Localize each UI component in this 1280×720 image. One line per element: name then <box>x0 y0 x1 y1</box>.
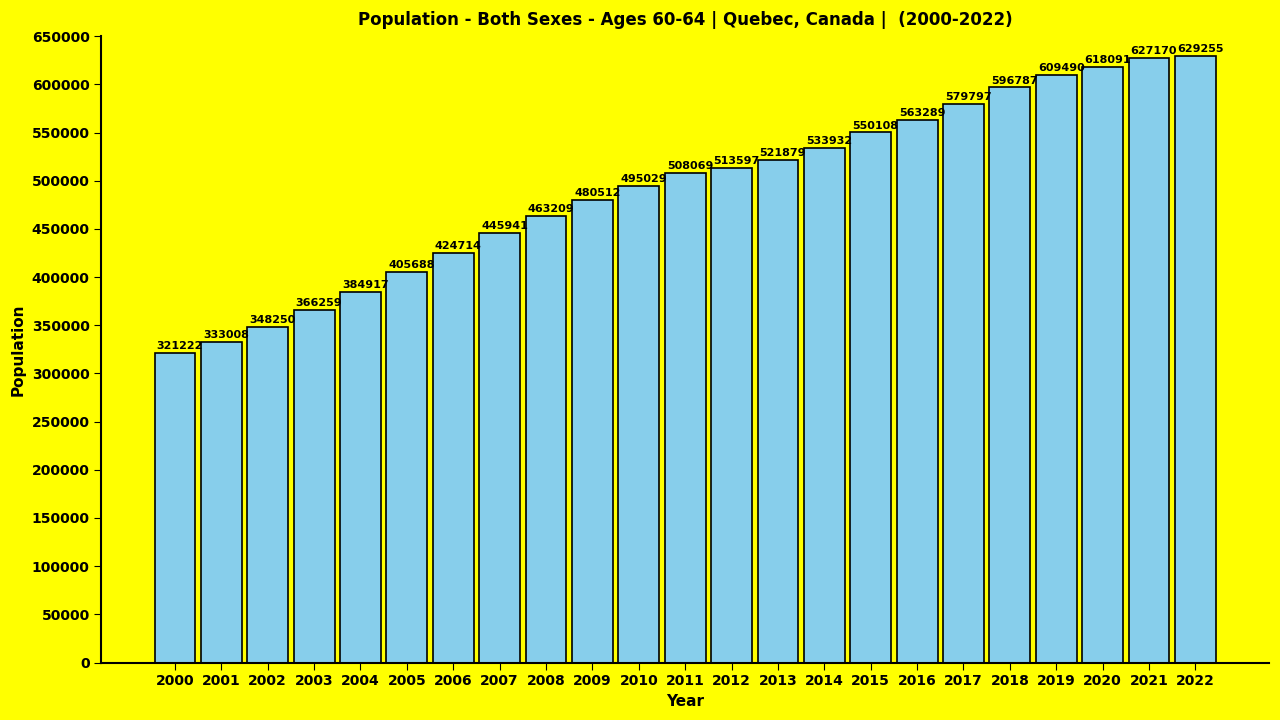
Text: 321222: 321222 <box>156 341 204 351</box>
Text: 480512: 480512 <box>573 188 621 197</box>
Text: 333008: 333008 <box>204 330 248 340</box>
Bar <box>943 104 984 662</box>
Text: 405688: 405688 <box>389 260 435 270</box>
Bar <box>387 271 428 662</box>
Text: 563289: 563289 <box>899 108 945 118</box>
Bar <box>1175 56 1216 662</box>
Bar <box>758 160 799 662</box>
Text: 618091: 618091 <box>1084 55 1132 65</box>
Bar <box>433 253 474 662</box>
Text: 384917: 384917 <box>342 279 389 289</box>
Bar <box>1036 76 1076 662</box>
Bar <box>572 199 613 662</box>
Text: 609490: 609490 <box>1038 63 1084 73</box>
Bar <box>526 216 567 662</box>
Text: 508069: 508069 <box>667 161 713 171</box>
Text: 348250: 348250 <box>250 315 296 325</box>
Text: 513597: 513597 <box>713 156 759 166</box>
Text: 579797: 579797 <box>945 92 992 102</box>
Bar <box>155 353 196 662</box>
Bar <box>1129 58 1170 662</box>
Bar <box>897 120 937 662</box>
Bar <box>618 186 659 662</box>
Y-axis label: Population: Population <box>12 303 26 395</box>
Bar <box>340 292 381 662</box>
Text: 424714: 424714 <box>435 241 481 251</box>
Bar <box>712 168 751 662</box>
Bar <box>1082 67 1123 662</box>
Text: 521879: 521879 <box>759 148 806 158</box>
Bar <box>664 173 705 662</box>
Text: 533932: 533932 <box>806 136 852 146</box>
Text: 596787: 596787 <box>992 76 1038 86</box>
Text: 550108: 550108 <box>852 120 899 130</box>
Bar <box>850 132 891 662</box>
Text: 445941: 445941 <box>481 221 529 231</box>
Text: 463209: 463209 <box>527 204 575 215</box>
Bar <box>201 342 242 662</box>
Bar <box>293 310 334 662</box>
Text: 495029: 495029 <box>621 174 667 184</box>
Bar <box>247 327 288 662</box>
X-axis label: Year: Year <box>666 694 704 709</box>
Bar <box>479 233 520 662</box>
Text: 366259: 366259 <box>296 297 342 307</box>
Text: 629255: 629255 <box>1178 45 1224 54</box>
Title: Population - Both Sexes - Ages 60-64 | Quebec, Canada |  (2000-2022): Population - Both Sexes - Ages 60-64 | Q… <box>358 11 1012 29</box>
Text: 627170: 627170 <box>1130 46 1178 56</box>
Bar <box>804 148 845 662</box>
Bar <box>989 88 1030 662</box>
